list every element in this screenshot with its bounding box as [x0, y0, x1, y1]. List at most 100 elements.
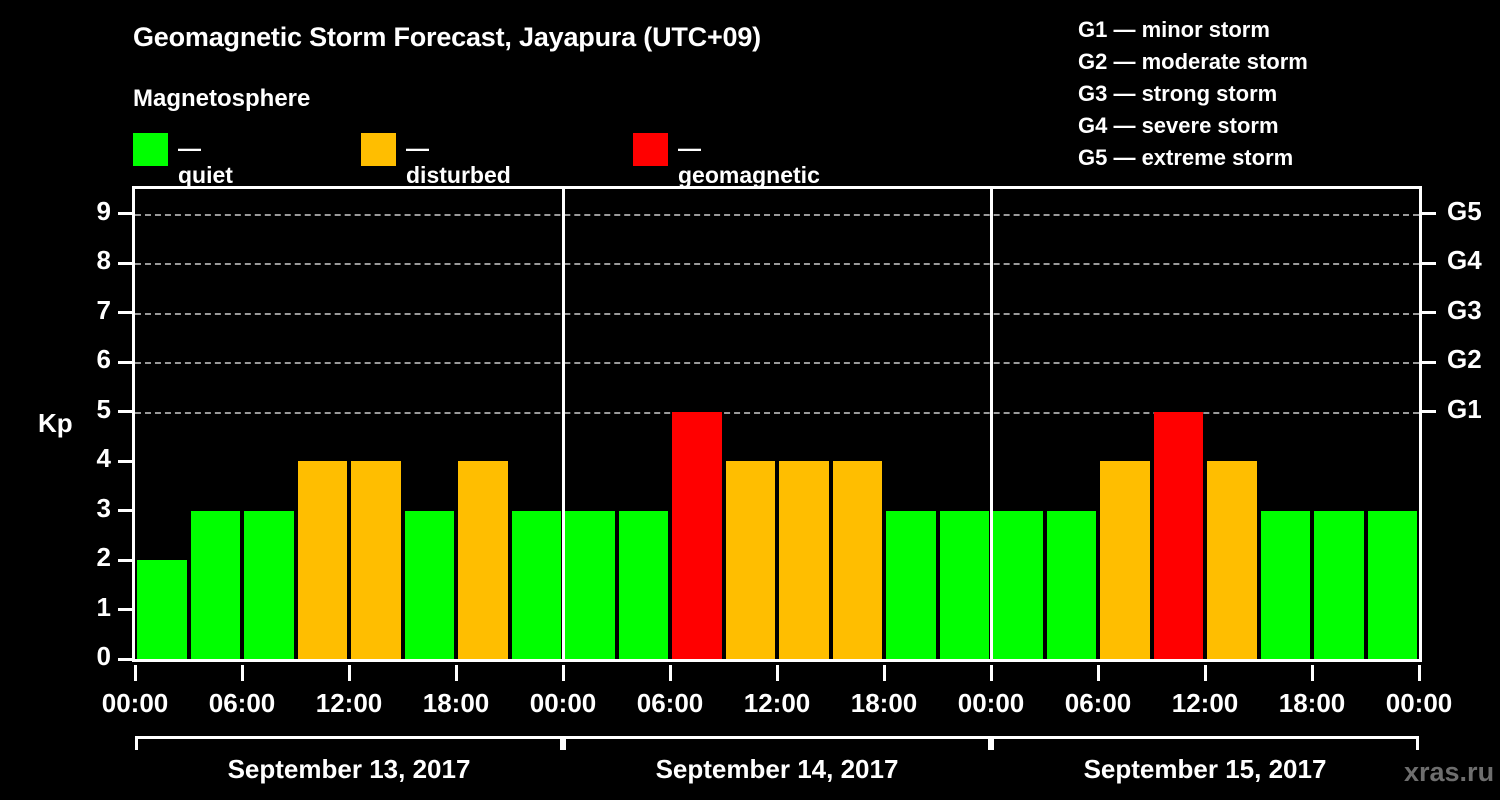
x-tick-mark-1	[240, 665, 244, 681]
y-tick-label-6: 6	[96, 344, 111, 375]
bar[interactable]	[1153, 411, 1203, 659]
y-axis-title: Kp	[38, 408, 73, 438]
bar[interactable]	[297, 461, 347, 659]
x-tick-label-10: 12:00	[1171, 688, 1239, 718]
bar[interactable]	[779, 461, 829, 659]
y-tick-label-1: 1	[96, 591, 111, 622]
y-tick-mark-6	[118, 360, 132, 364]
legend-swatch-quiet	[133, 133, 168, 166]
x-tick-label-5: 06:00	[636, 688, 704, 718]
bar[interactable]	[190, 510, 240, 659]
g-tick-mark-G3	[1422, 311, 1436, 315]
bar[interactable]	[458, 461, 508, 659]
bar[interactable]	[1314, 510, 1364, 659]
date-label-2: September 14, 2017	[655, 754, 899, 784]
date-bracket-2	[563, 736, 991, 750]
bar[interactable]	[1367, 510, 1417, 659]
x-tick-mark-6	[775, 665, 779, 681]
x-tick-mark-8	[989, 665, 993, 681]
x-tick-label-3: 18:00	[422, 688, 490, 718]
x-tick-mark-10	[1203, 665, 1207, 681]
g-tick-label-G3: G3	[1447, 294, 1482, 325]
bar[interactable]	[886, 510, 936, 659]
x-tick-label-7: 18:00	[850, 688, 918, 718]
x-tick-mark-7	[882, 665, 886, 681]
g-legend-line-1: G1 — minor storm	[1078, 17, 1270, 42]
plot-area	[132, 186, 1422, 662]
y-tick-label-5: 5	[96, 393, 111, 424]
y-tick-label-4: 4	[96, 443, 111, 474]
legend-swatch-disturbed	[361, 133, 396, 166]
g-tick-label-G1: G1	[1447, 393, 1482, 424]
x-tick-mark-11	[1310, 665, 1314, 681]
g-legend-line-4: G4 — severe storm	[1078, 113, 1279, 138]
x-tick-label-2: 12:00	[315, 688, 383, 718]
bar[interactable]	[565, 510, 615, 659]
x-tick-mark-0	[133, 665, 137, 681]
bar[interactable]	[351, 461, 401, 659]
legend-heading: Magnetosphere	[133, 85, 311, 112]
y-tick-mark-9	[118, 212, 132, 216]
date-label-3: September 15, 2017	[1083, 754, 1327, 784]
date-bracket-3	[991, 736, 1419, 750]
date-label-1: September 13, 2017	[227, 754, 471, 784]
legend-label-disturbed: — disturbed	[406, 135, 511, 188]
y-tick-mark-1	[118, 608, 132, 612]
gridline-kp-8	[135, 263, 1419, 266]
bar[interactable]	[137, 560, 187, 659]
g-tick-mark-G5	[1422, 212, 1436, 216]
x-tick-label-11: 18:00	[1278, 688, 1346, 718]
bar[interactable]	[993, 510, 1043, 659]
x-tick-label-9: 06:00	[1064, 688, 1132, 718]
legend-swatch-geomagnetic-storm	[633, 133, 668, 166]
bar[interactable]	[511, 510, 561, 659]
x-tick-mark-5	[668, 665, 672, 681]
bar[interactable]	[618, 510, 668, 659]
bar[interactable]	[244, 510, 294, 659]
y-tick-label-0: 0	[96, 641, 111, 671]
bar[interactable]	[725, 461, 775, 659]
x-tick-label-12: 00:00	[1385, 688, 1453, 718]
plot-inner	[135, 189, 1419, 659]
bar[interactable]	[672, 411, 722, 659]
bar[interactable]	[939, 510, 989, 659]
y-tick-label-7: 7	[96, 294, 111, 325]
x-tick-mark-12	[1417, 665, 1421, 681]
y-tick-mark-5	[118, 410, 132, 414]
g-legend-line-2: G2 — moderate storm	[1078, 49, 1308, 74]
g-tick-mark-G1	[1422, 410, 1436, 414]
bar[interactable]	[1260, 510, 1310, 659]
bar[interactable]	[1207, 461, 1257, 659]
date-bracket-1	[135, 736, 563, 750]
y-tick-mark-2	[118, 558, 132, 562]
page-title: Geomagnetic Storm Forecast, Jayapura (UT…	[133, 22, 761, 52]
g-tick-label-G4: G4	[1447, 245, 1482, 276]
y-tick-mark-7	[118, 311, 132, 315]
g-legend-line-5: G5 — extreme storm	[1078, 145, 1294, 170]
x-tick-label-1: 06:00	[208, 688, 276, 718]
y-tick-mark-4	[118, 459, 132, 463]
x-tick-label-0: 00:00	[101, 688, 169, 718]
x-tick-label-4: 00:00	[529, 688, 597, 718]
x-tick-label-6: 12:00	[743, 688, 811, 718]
gridline-kp-7	[135, 312, 1419, 315]
y-tick-mark-3	[118, 509, 132, 513]
g-scale-legend: G1 — minor storm G2 — moderate storm G3 — …	[1078, 14, 1308, 174]
y-tick-label-3: 3	[96, 492, 111, 523]
day-separator-1	[561, 189, 565, 659]
bar[interactable]	[1100, 461, 1150, 659]
y-tick-label-9: 9	[96, 195, 111, 226]
x-tick-mark-2	[347, 665, 351, 681]
y-tick-label-8: 8	[96, 245, 111, 276]
bar[interactable]	[1046, 510, 1096, 659]
g-tick-mark-G4	[1422, 261, 1436, 265]
g-tick-label-G2: G2	[1447, 344, 1482, 375]
bar[interactable]	[832, 461, 882, 659]
y-tick-label-2: 2	[96, 542, 111, 573]
g-tick-mark-G2	[1422, 360, 1436, 364]
bar[interactable]	[404, 510, 454, 659]
x-tick-mark-9	[1096, 665, 1100, 681]
legend-label-quiet: — quiet	[178, 135, 233, 188]
x-tick-mark-3	[454, 665, 458, 681]
